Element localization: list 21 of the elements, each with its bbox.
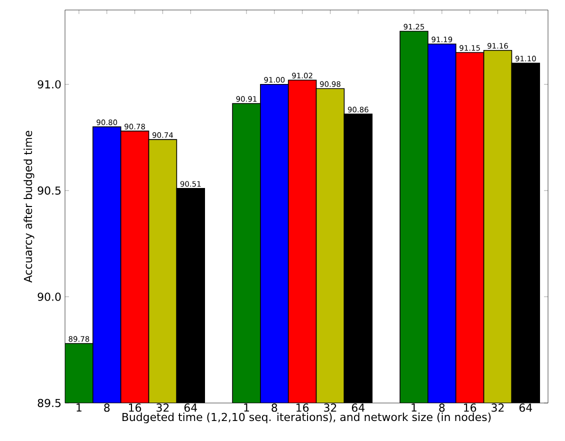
x-tick-label: 16 [464,404,476,412]
x-tick-label: 16 [129,404,142,412]
y-tick-label: 91.0 [38,80,61,88]
x-tick-label: 1 [412,404,416,412]
x-tick-label: 8 [439,404,445,412]
x-tick-label: 64 [184,404,197,412]
x-tick-label: 32 [156,404,169,412]
y-tick-label: 90.5 [38,186,61,195]
x-tick-label: 32 [324,404,336,412]
x-tick-label: 8 [272,404,278,412]
x-tick-label: 8 [104,404,110,412]
x-tick-label: 16 [296,404,309,412]
x-tick-label: 64 [519,404,532,412]
x-tick-label: 1 [76,404,82,412]
x-axis-title: Budgeted time (1,2,10 seq. iterations), and network size (in nodes) [122,412,491,424]
x-tick-label: 1 [244,404,249,412]
y-tick-label: 90.0 [38,292,61,301]
y-tick-label: 89.5 [38,398,61,408]
y-axis-title: Accuarcy after budged time [24,130,34,283]
x-tick-label: 64 [352,404,365,412]
x-tick-label: 32 [492,404,504,412]
